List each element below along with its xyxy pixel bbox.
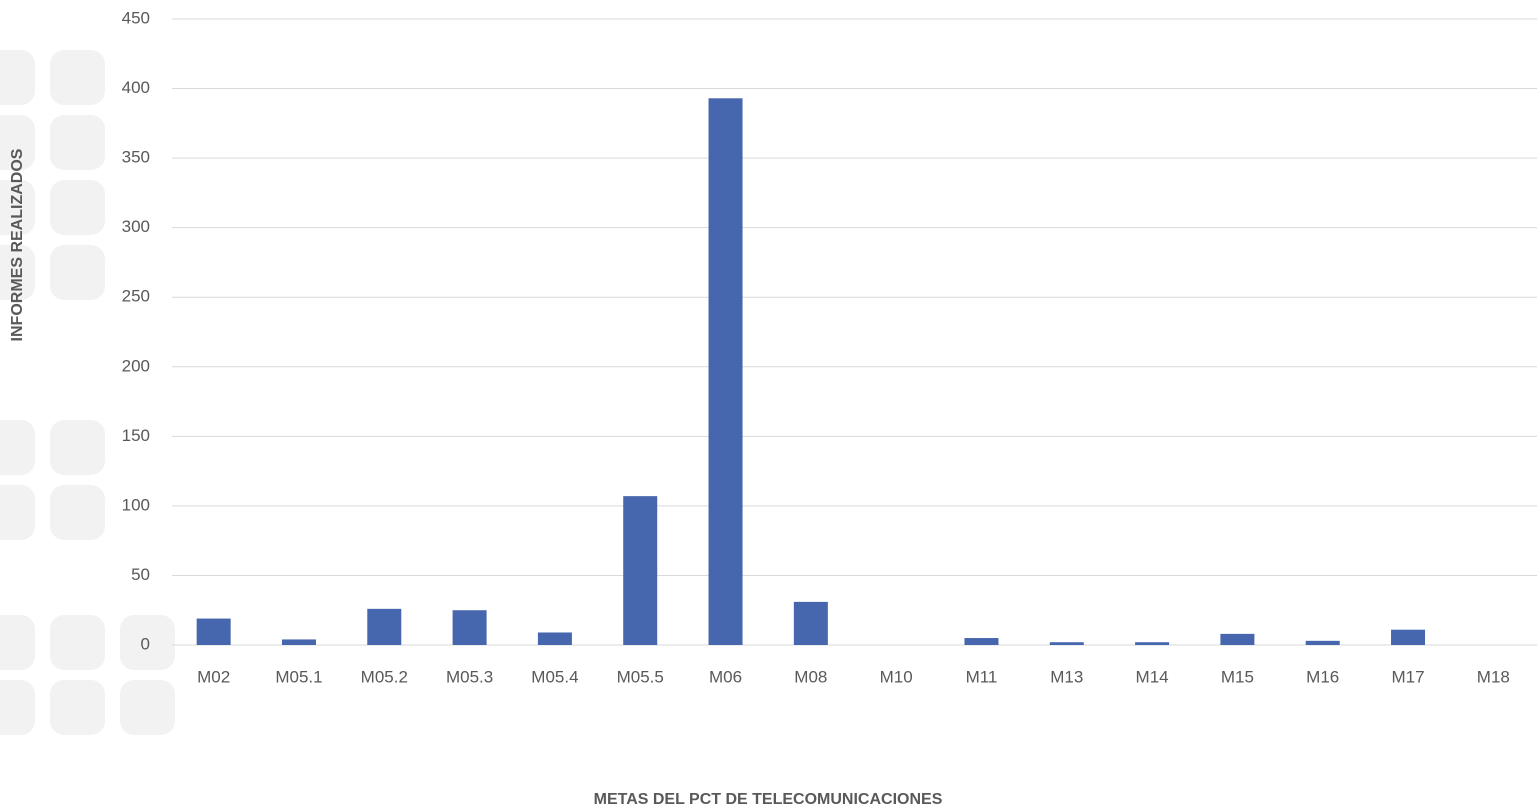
bar	[1305, 640, 1340, 645]
x-tick-label: M18	[1477, 667, 1510, 686]
bar	[1391, 629, 1426, 645]
x-tick-label: M15	[1221, 667, 1254, 686]
x-tick-label: M10	[880, 667, 913, 686]
x-tick-label: M14	[1136, 667, 1169, 686]
y-tick-label: 250	[122, 287, 150, 306]
x-tick-label: M05.1	[275, 667, 322, 686]
x-tick-label: M06	[709, 667, 742, 686]
bar	[1135, 642, 1170, 645]
y-tick-label: 100	[122, 495, 150, 514]
bar	[452, 610, 487, 645]
bar	[623, 496, 658, 645]
bar	[537, 632, 572, 645]
y-tick-label: 450	[122, 8, 150, 27]
y-tick-label: 350	[122, 148, 150, 167]
y-tick-label: 300	[122, 217, 150, 236]
bar	[793, 601, 828, 645]
y-tick-label: 200	[122, 356, 150, 375]
x-tick-label: M05.5	[617, 667, 664, 686]
x-tick-label: M17	[1391, 667, 1424, 686]
bar	[367, 608, 402, 645]
bar	[281, 639, 316, 645]
y-tick-label: 50	[131, 565, 150, 584]
bar	[196, 618, 231, 645]
bar	[964, 638, 999, 645]
x-tick-label: M05.3	[446, 667, 493, 686]
x-tick-label: M02	[197, 667, 230, 686]
x-tick-label: M11	[966, 667, 998, 686]
bar	[708, 98, 743, 645]
x-axis-title: METAS DEL PCT DE TELECOMUNICACIONES	[594, 791, 943, 808]
x-tick-label: M05.4	[531, 667, 578, 686]
x-tick-label: M08	[794, 667, 827, 686]
bar	[1049, 642, 1084, 645]
y-axis-title: INFORMES REALIZADOS	[9, 148, 26, 341]
x-tick-label: M16	[1306, 667, 1339, 686]
y-tick-label: 150	[122, 426, 150, 445]
y-tick-label: 400	[122, 78, 150, 97]
y-tick-label: 0	[141, 634, 150, 653]
x-tick-label: M05.2	[361, 667, 408, 686]
bar	[1220, 633, 1255, 645]
background-decoration	[0, 50, 175, 735]
x-tick-label: M13	[1050, 667, 1083, 686]
